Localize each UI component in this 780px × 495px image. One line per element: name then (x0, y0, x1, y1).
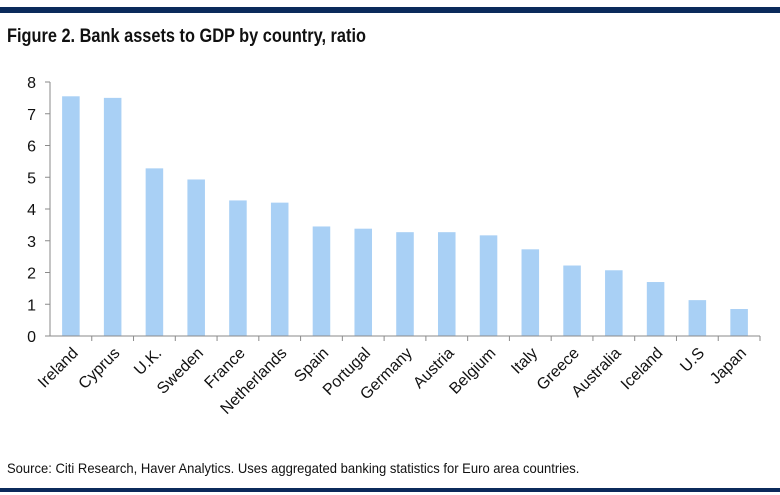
y-tick-label: 0 (27, 329, 36, 346)
y-tick-label: 7 (27, 107, 36, 124)
y-axis: 0 1 2 3 4 5 6 7 8 (27, 75, 51, 346)
bar-france (229, 200, 247, 336)
bar-japan (730, 309, 748, 336)
x-category-label: Sweden (154, 345, 207, 398)
bottom-rule (0, 488, 780, 492)
bar-greece (563, 265, 581, 336)
x-category-label: Cyprus (76, 345, 124, 393)
bar-ireland (62, 96, 80, 336)
y-tick-label: 4 (27, 202, 36, 219)
x-category-label: Iceland (618, 345, 667, 394)
x-category-label: Ireland (35, 345, 82, 392)
source-note: Source: Citi Research, Haver Analytics. … (7, 460, 580, 476)
y-tick-label: 8 (27, 75, 36, 92)
top-rule (0, 7, 780, 13)
bar-italy (521, 249, 540, 336)
figure-title: Figure 2. Bank assets to GDP by country,… (7, 26, 366, 47)
bar-u-k (145, 168, 164, 336)
bar-australia (605, 270, 623, 336)
bars (62, 96, 748, 336)
y-tick-label: 2 (27, 266, 36, 283)
bar-cyprus (103, 97, 122, 336)
x-category-label: U.S (677, 345, 708, 376)
bar-sweden (187, 179, 205, 336)
y-tick-label: 3 (27, 234, 36, 251)
y-tick-label: 1 (27, 297, 36, 314)
x-category-label: Japan (707, 345, 750, 388)
bar-iceland (646, 282, 665, 336)
bar-belgium (479, 235, 498, 336)
bar-portugal (354, 228, 373, 336)
bar-netherlands (270, 202, 289, 336)
bar-u-s (688, 300, 707, 336)
y-tick-label: 6 (27, 139, 36, 156)
x-category-label: Italy (508, 345, 541, 378)
bar-austria (437, 232, 456, 336)
x-category-label: Belgium (446, 345, 499, 398)
y-tick-label: 5 (27, 170, 36, 187)
bar-germany (396, 232, 414, 336)
bar-spain (312, 226, 331, 336)
x-category-label: U.K. (131, 345, 165, 379)
